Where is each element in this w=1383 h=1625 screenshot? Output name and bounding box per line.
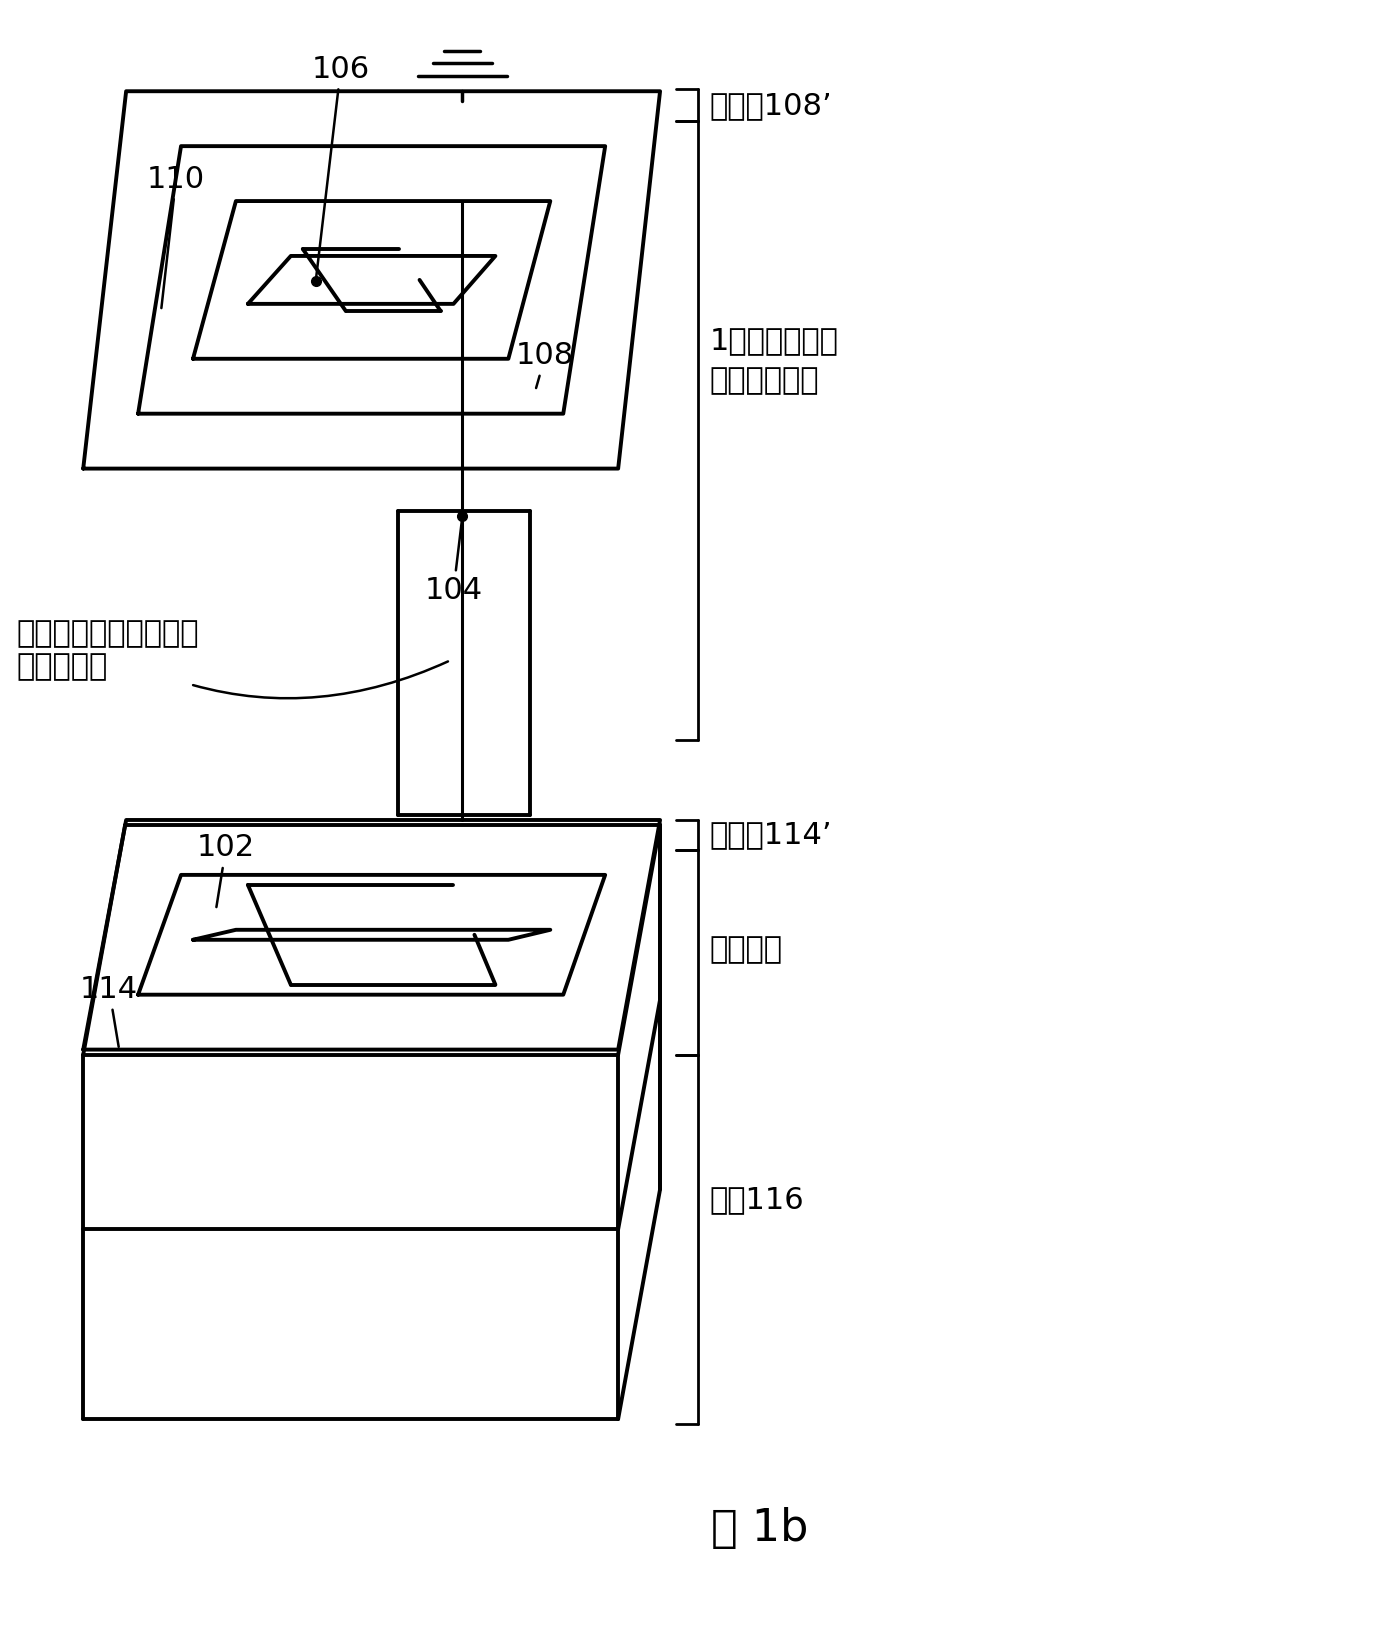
Text: 统缘体层: 统缘体层 xyxy=(709,936,783,964)
Text: 金属层114’: 金属层114’ xyxy=(709,821,833,850)
Text: 基片116: 基片116 xyxy=(709,1185,805,1214)
Text: 104: 104 xyxy=(425,518,483,604)
Text: 106: 106 xyxy=(311,55,369,278)
Text: 通过一条穿过绝缘体层
的通路连接: 通过一条穿过绝缘体层 的通路连接 xyxy=(17,619,448,699)
Text: 图 1b: 图 1b xyxy=(711,1508,809,1550)
Text: 108: 108 xyxy=(516,341,574,388)
Text: 金属层108’: 金属层108’ xyxy=(709,91,833,120)
Text: 1个或多个绝缘
体层和金属层: 1个或多个绝缘 体层和金属层 xyxy=(709,327,839,395)
Text: 110: 110 xyxy=(147,164,205,309)
Text: 114: 114 xyxy=(80,975,138,1046)
Text: 102: 102 xyxy=(196,834,254,907)
